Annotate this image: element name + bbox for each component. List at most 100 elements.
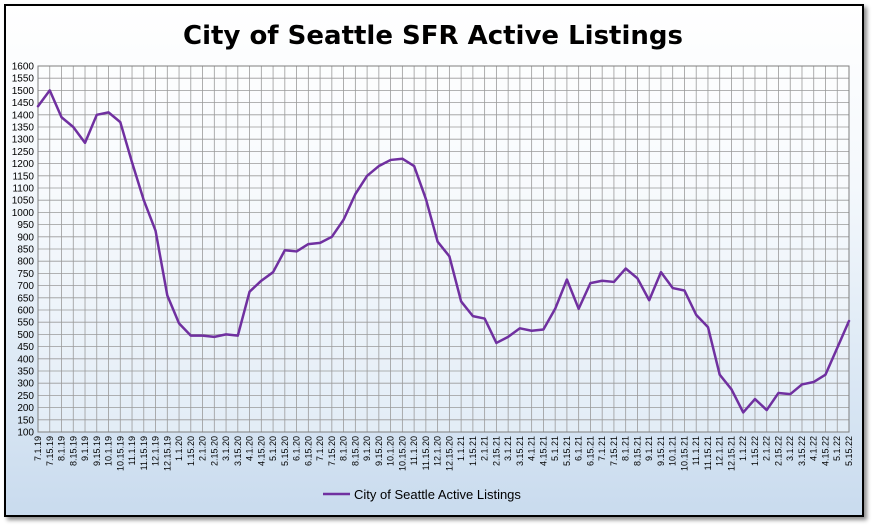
x-tick-label: 4.1.22 [809,436,819,461]
x-tick-label: 12.15.20 [444,436,454,471]
y-tick-label: 650 [17,293,34,304]
x-tick-label: 4.15.21 [538,436,548,466]
y-tick-label: 1600 [12,62,35,73]
data-point [554,308,556,310]
data-point [789,393,791,395]
x-tick-label: 10.15.21 [679,436,689,471]
data-point [777,392,779,394]
x-tick-label: 9.15.21 [656,436,666,466]
data-point [683,289,685,291]
y-tick-label: 200 [17,403,34,414]
x-tick-label: 2.1.20 [198,436,208,461]
x-tick-label: 1.15.22 [750,436,760,466]
y-tick-label: 1050 [12,196,35,207]
data-point [507,336,509,338]
x-tick-label: 8.1.21 [621,436,631,461]
data-point [143,199,145,201]
data-point [378,165,380,167]
x-tick-label: 9.1.21 [644,436,654,461]
x-tick-label: 1.1.22 [738,436,748,461]
x-tick-label: 11.15.20 [421,436,431,470]
data-point [801,383,803,385]
x-tick-label: 1.1.21 [456,436,466,461]
data-point [648,299,650,301]
y-tick-label: 750 [17,269,34,280]
y-tick-label: 250 [17,391,34,402]
data-point [342,219,344,221]
x-tick-label: 7.15.19 [45,436,55,466]
x-tick-label: 9.1.19 [80,436,90,461]
y-tick-label: 1400 [12,110,35,121]
x-tick-label: 12.15.21 [726,436,736,471]
data-point [331,236,333,238]
x-tick-label: 7.1.21 [597,436,607,461]
x-tick-label: 9.15.19 [92,436,102,466]
data-point [72,126,74,128]
data-point [836,347,838,349]
data-point [589,282,591,284]
x-tick-label: 3.15.21 [515,436,525,466]
data-point [601,280,603,282]
data-point [295,250,297,252]
x-tick-label: 2.15.21 [491,436,501,466]
x-tick-label: 5.1.22 [832,436,842,461]
x-tick-label: 3.15.20 [233,436,243,466]
y-tick-label: 850 [17,245,34,256]
data-point [201,334,203,336]
x-tick-label: 4.15.20 [256,436,266,466]
x-tick-label: 10.1.21 [668,436,678,466]
data-point [166,294,168,296]
data-point [460,300,462,302]
data-point [624,267,626,269]
data-point [719,373,721,375]
x-tick-label: 10.1.19 [104,436,114,466]
data-point [354,193,356,195]
data-point [154,230,156,232]
x-tick-label: 10.15.20 [397,436,407,471]
y-tick-label: 1000 [12,208,35,219]
x-tick-label: 7.15.20 [327,436,337,466]
y-tick-label: 1450 [12,98,35,109]
y-tick-label: 1150 [12,171,34,182]
x-tick-label: 12.15.19 [162,436,172,471]
x-tick-label: 5.15.20 [280,436,290,466]
y-tick-label: 1350 [12,123,35,134]
y-tick-label: 1500 [12,86,35,97]
data-point [307,243,309,245]
x-tick-label: 4.1.21 [527,436,537,461]
x-tick-label: 2.1.22 [762,436,772,461]
data-point [824,373,826,375]
y-tick-label: 400 [17,354,34,365]
data-point [519,327,521,329]
data-point [448,255,450,257]
data-point [107,111,109,113]
x-tick-label: 1.1.20 [174,436,184,461]
y-tick-label: 150 [17,415,34,426]
y-tick-label: 300 [17,379,34,390]
y-tick-label: 450 [17,342,34,353]
y-tick-label: 800 [17,257,34,268]
x-tick-label: 3.1.22 [785,436,795,461]
x-tick-label: 5.15.21 [562,436,572,466]
data-point [131,161,133,163]
data-point [260,280,262,282]
y-tick-label: 700 [17,281,34,292]
x-tick-label: 8.1.19 [57,436,67,461]
data-point [119,121,121,123]
data-point [284,249,286,251]
series-group [36,89,851,414]
x-tick-label: 9.1.20 [362,436,372,461]
x-tick-label: 11.1.20 [409,436,419,465]
x-tick-label: 2.15.20 [209,436,219,466]
y-tick-label: 1250 [12,147,35,158]
x-tick-label: 12.1.20 [433,436,443,466]
y-tick-label: 1550 [12,74,35,85]
data-point [848,320,850,322]
y-tick-label: 1100 [12,184,34,195]
x-tick-label: 6.15.20 [303,436,313,466]
data-point [660,271,662,273]
x-tick-label: 3.15.22 [797,436,807,466]
x-axis-ticks: 7.1.19 7.15.19 8.1.19 8.15.19 9.1.19 9.15.19 1… [33,436,854,471]
x-tick-label: 11.1.19 [127,436,137,465]
